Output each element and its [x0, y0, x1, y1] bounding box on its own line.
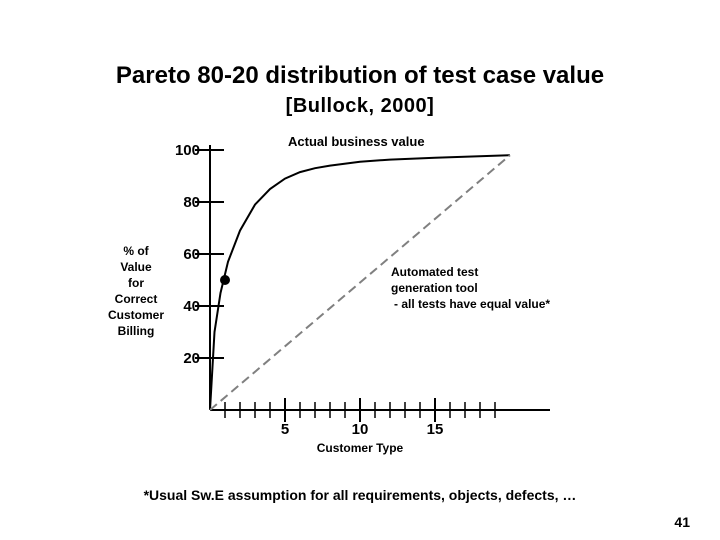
footnote: *Usual Sw.E assumption for all requireme… — [143, 487, 577, 503]
y-tick-label: 80 — [183, 194, 200, 211]
y-tick-label: 20 — [183, 350, 200, 367]
y-tick-label: 60 — [183, 246, 200, 263]
tool-annotation-line: - all tests have equal value* — [394, 297, 551, 311]
x-tick-label: 10 — [352, 421, 369, 438]
y-tick-label: 40 — [183, 298, 200, 315]
y-axis-label-line: Correct — [114, 292, 158, 306]
slide-title: Pareto 80-20 distribution of test case v… — [115, 62, 605, 89]
y-axis-label-line: Customer — [107, 308, 164, 322]
y-axis-label-line: Billing — [117, 324, 155, 338]
highlight-point — [220, 275, 230, 285]
y-axis-label: % of Value for Correct Customer Billing — [96, 243, 176, 339]
actual-value-annotation: Actual business value — [288, 134, 425, 149]
x-axis-label: Customer Type — [317, 441, 404, 455]
tool-annotation-line: generation tool — [391, 281, 478, 295]
y-axis-label-line: Value — [120, 260, 152, 274]
x-tick-label: 15 — [427, 421, 444, 438]
y-axis-label-line: % of — [123, 244, 149, 258]
slide-subtitle: [Bullock, 2000] — [285, 95, 435, 117]
tool-annotation-line: Automated test — [391, 265, 479, 279]
equal-value-line — [209, 154, 511, 411]
y-tick-label: 100 — [175, 142, 200, 159]
page-number: 41 — [674, 514, 690, 530]
y-axis-label-line: for — [128, 276, 144, 290]
x-tick-label: 5 — [281, 421, 289, 438]
